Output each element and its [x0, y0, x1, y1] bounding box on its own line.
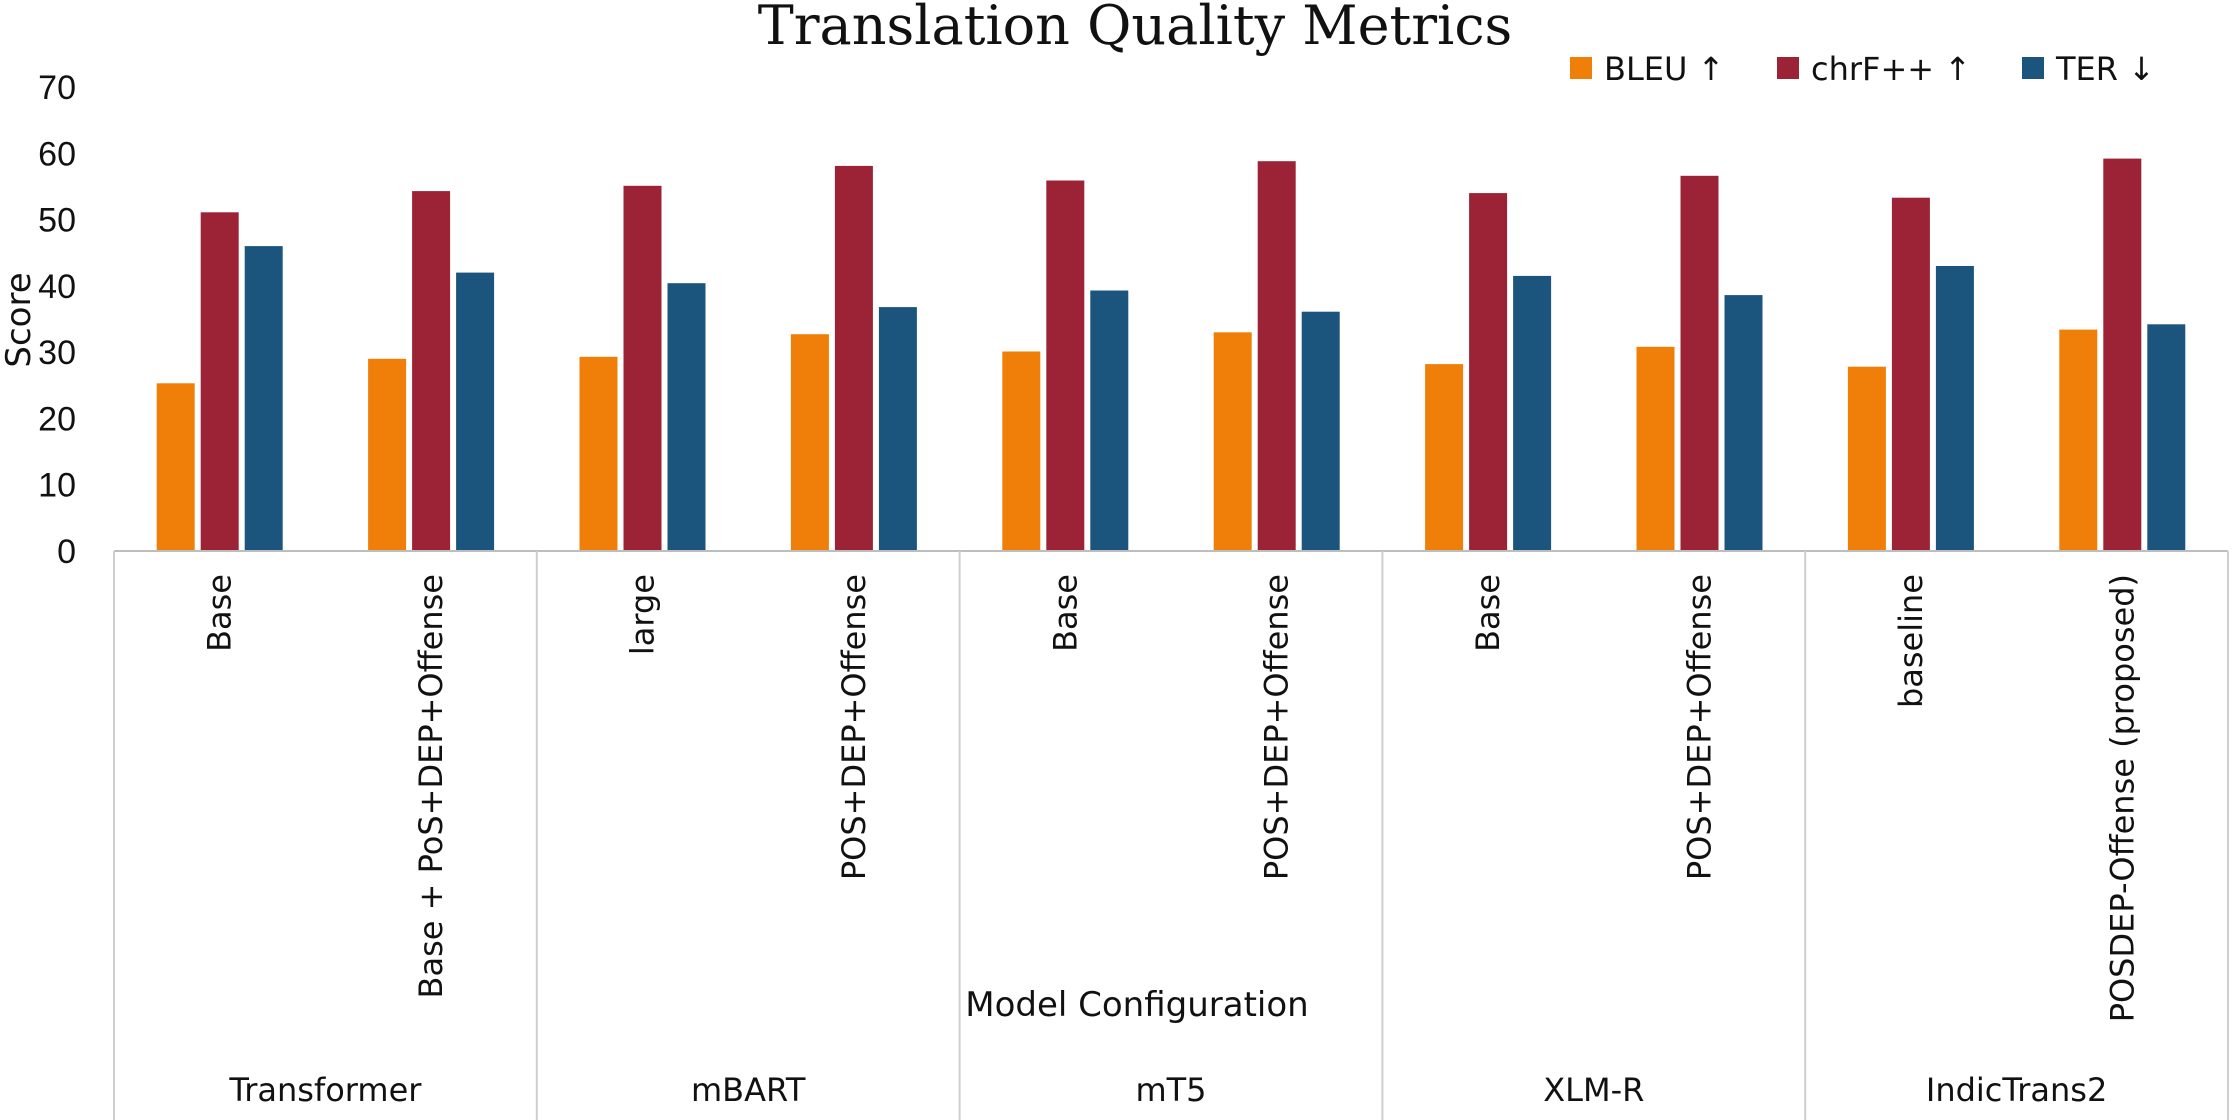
y-axis-ticks: 0 10 20 30 40 50 60 70: [38, 69, 76, 571]
category-label: Base: [1469, 574, 1507, 652]
category-label: POS+DEP+Offense: [1258, 574, 1296, 880]
legend: BLEU ↑ chrF++ ↑ TER ↓: [1570, 50, 2155, 88]
bar-chrf-4: [1046, 180, 1085, 551]
bar-ter-4: [1090, 290, 1129, 551]
bar-ter-2: [667, 283, 706, 551]
bar-chrf-6: [1469, 193, 1508, 551]
bar-ter-7: [1724, 295, 1763, 551]
group-label: mT5: [1135, 1071, 1206, 1109]
bar-ter-1: [456, 272, 495, 551]
category-label: Base + PoS+DEP+Offense: [412, 574, 450, 998]
bar-chrf-9: [2103, 158, 2142, 551]
bar-chrf-7: [1680, 175, 1719, 552]
category-label: baseline: [1892, 574, 1930, 708]
bar-bleu-6: [1425, 364, 1464, 551]
bar-chrf-3: [834, 165, 873, 551]
category-label: Base: [1046, 574, 1084, 652]
chart-title: Translation Quality Metrics: [758, 0, 1513, 57]
legend-label: TER ↓: [2055, 50, 2155, 88]
group-label: XLM-R: [1543, 1071, 1644, 1109]
y-tick-label: 40: [38, 268, 76, 306]
x-axis-label: Model Configuration: [965, 985, 1308, 1025]
y-tick-label: 60: [38, 135, 76, 173]
bar-chrf-0: [200, 212, 239, 552]
bar-bleu-5: [1213, 332, 1252, 551]
group-label: IndicTrans2: [1926, 1071, 2107, 1109]
group-labels: Transformer mBART mT5 XLM-R IndicTrans2: [228, 1071, 2107, 1109]
bar-bleu-0: [156, 383, 195, 551]
bar-ter-0: [244, 246, 283, 551]
y-tick-label: 50: [38, 202, 76, 240]
legend-swatch: [1777, 57, 1799, 79]
category-separators: [113, 550, 2229, 1120]
bar-ter-8: [1935, 266, 1974, 551]
legend-swatch: [1570, 57, 1592, 79]
bar-ter-5: [1301, 311, 1340, 551]
group-label: Transformer: [228, 1071, 422, 1109]
legend-label: BLEU ↑: [1604, 50, 1724, 88]
legend-swatch: [2022, 57, 2044, 79]
bar-bleu-8: [1847, 366, 1886, 551]
legend-label: chrF++ ↑: [1811, 50, 1971, 88]
bar-bleu-3: [790, 334, 829, 551]
bar-bleu-9: [2059, 329, 2098, 551]
y-tick-label: 20: [38, 400, 76, 438]
bars: [156, 158, 2186, 552]
group-label: mBART: [691, 1071, 806, 1109]
y-axis-label: Score: [0, 272, 39, 367]
bar-chrf-1: [412, 191, 451, 551]
bar-bleu-7: [1636, 346, 1675, 551]
bar-ter-6: [1513, 275, 1552, 551]
category-label: Base: [201, 574, 239, 652]
category-label: large: [624, 574, 662, 655]
category-label: POSDEP-Offense (proposed): [2103, 574, 2141, 1022]
bar-chrf-5: [1257, 161, 1296, 551]
bar-chrf-2: [623, 185, 662, 552]
category-labels: Base Base + PoS+DEP+Offense large POS+DEP+O…: [201, 574, 2142, 1022]
category-label: POS+DEP+Offense: [835, 574, 873, 880]
y-tick-label: 70: [38, 69, 76, 107]
y-tick-label: 30: [38, 334, 76, 372]
bar-bleu-2: [579, 356, 618, 551]
bar-ter-9: [2147, 324, 2186, 551]
bar-chrf-8: [1891, 197, 1930, 551]
bar-bleu-4: [1002, 351, 1041, 551]
y-tick-label: 0: [57, 533, 76, 571]
bar-ter-3: [878, 307, 917, 551]
y-tick-label: 10: [38, 467, 76, 505]
bar-bleu-1: [368, 358, 407, 551]
category-label: POS+DEP+Offense: [1681, 574, 1719, 880]
